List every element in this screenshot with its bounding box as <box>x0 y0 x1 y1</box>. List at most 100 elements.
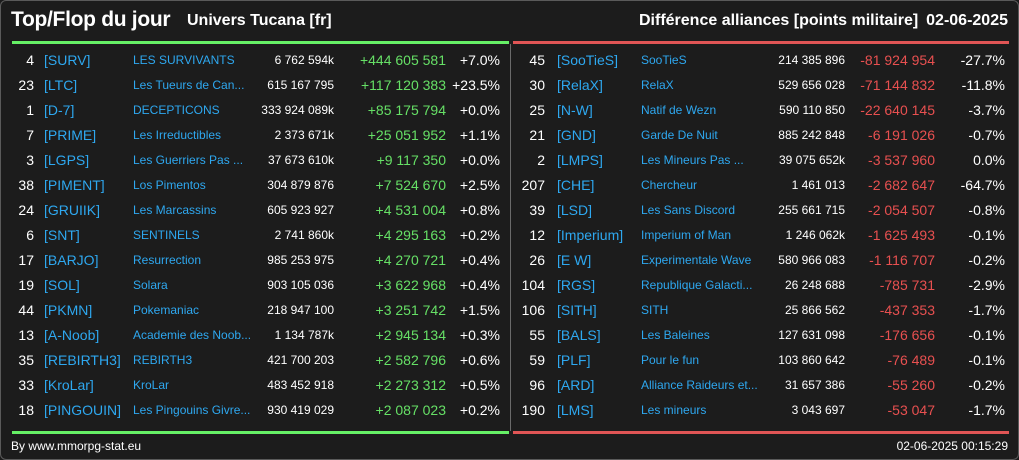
alliance-tag-link[interactable]: [E W] <box>557 252 592 268</box>
alliance-name-link[interactable]: Academie des Noob... <box>133 328 252 342</box>
alliance-name-link[interactable]: DECEPTICONS <box>133 103 220 117</box>
alliance-name-link[interactable]: Republique Galacti... <box>641 278 753 292</box>
difference-value: -6 191 026 <box>868 127 935 143</box>
alliance-tag-link[interactable]: [RGS] <box>557 277 596 293</box>
alliance-tag-link[interactable]: [ARD] <box>557 377 595 393</box>
rank: 45 <box>529 52 545 68</box>
alliance-name-link[interactable]: LES SURVIVANTS <box>133 53 235 67</box>
list-item: 1 [D-7] DECEPTICONS 333 924 089k +85 175… <box>12 98 509 123</box>
percent-change: -27.7% <box>960 52 1005 68</box>
alliance-tag-link[interactable]: [Imperium] <box>557 227 624 243</box>
alliance-name-link[interactable]: RelaX <box>641 78 674 92</box>
alliance-tag-link[interactable]: [PINGOUIN] <box>44 402 122 418</box>
rank: 21 <box>529 127 545 143</box>
alliance-name-link[interactable]: Les Mineurs Pas ... <box>641 153 744 167</box>
rank: 12 <box>529 227 545 243</box>
rank: 104 <box>521 277 545 293</box>
difference-value: +4 270 721 <box>375 252 446 268</box>
alliance-tag-link[interactable]: [GND] <box>557 127 596 143</box>
alliance-name-link[interactable]: SENTINELS <box>133 228 200 242</box>
list-item: 3 [LGPS] Les Guerriers Pas ... 37 673 61… <box>12 148 509 173</box>
alliance-tag-link[interactable]: [LTC] <box>44 77 78 93</box>
difference-value: -71 144 832 <box>860 77 935 93</box>
alliance-name-link[interactable]: Pour le fun <box>641 353 700 367</box>
alliance-tag-link[interactable]: [PKMN] <box>44 302 93 318</box>
difference-value: -785 731 <box>879 277 935 293</box>
difference-value: -3 537 960 <box>868 152 935 168</box>
points-value: 580 966 083 <box>778 253 845 267</box>
alliance-tag-link[interactable]: [CHE] <box>557 177 595 193</box>
list-item: 13 [A-Noob] Academie des Noob... 1 134 7… <box>12 323 509 348</box>
alliance-tag-link[interactable]: [SURV] <box>44 52 91 68</box>
list-item: 25 [N-W] Natif de Wezn 590 110 850 -22 6… <box>513 98 1009 123</box>
alliance-tag-link[interactable]: [D-7] <box>44 102 75 118</box>
alliance-name-link[interactable]: Les Pingouins Givre... <box>133 403 251 417</box>
rank: 59 <box>529 352 545 368</box>
difference-value: -76 489 <box>887 352 935 368</box>
alliance-tag-link[interactable]: [LSD] <box>557 202 593 218</box>
alliance-name-link[interactable]: Resurrection <box>133 253 202 267</box>
rank: 190 <box>521 402 545 418</box>
alliance-tag-link[interactable]: [KroLar] <box>44 377 94 393</box>
alliance-name-link[interactable]: Les Sans Discord <box>641 203 736 217</box>
alliance-name-link[interactable]: KroLar <box>133 378 170 392</box>
alliance-name-link[interactable]: REBIRTH3 <box>133 353 193 367</box>
alliance-name-link[interactable]: Solara <box>133 278 168 292</box>
points-value: 1 461 013 <box>791 178 845 192</box>
list-item: 106 [SITH] SITH 25 866 562 -437 353 -1.7… <box>513 298 1009 323</box>
alliance-name-link[interactable]: SITH <box>641 303 669 317</box>
list-item: 4 [SURV] LES SURVIVANTS 6 762 594k +444 … <box>12 48 509 73</box>
alliance-name-link[interactable]: Alliance Raideurs et... <box>641 378 758 392</box>
alliance-tag-link[interactable]: [BARJO] <box>44 252 99 268</box>
alliance-name-link[interactable]: Los Pimentos <box>133 178 206 192</box>
points-value: 903 105 036 <box>267 278 334 292</box>
alliance-name-link[interactable]: Les Baleines <box>641 328 710 342</box>
alliance-tag-link[interactable]: [SOL] <box>44 277 80 293</box>
points-value: 255 661 715 <box>778 203 845 217</box>
alliance-name-link[interactable]: Les Guerriers Pas ... <box>133 153 244 167</box>
alliance-tag-link[interactable]: [LGPS] <box>44 152 90 168</box>
percent-change: +2.5% <box>459 177 500 193</box>
universe-label: Univers Tucana [fr] <box>187 12 332 29</box>
alliance-tag-link[interactable]: [PIMENT] <box>44 177 105 193</box>
difference-value: +3 622 968 <box>375 277 446 293</box>
alliance-tag-link[interactable]: [SITH] <box>557 302 597 318</box>
alliance-tag-link[interactable]: [SNT] <box>44 227 80 243</box>
rank: 24 <box>18 202 34 218</box>
alliance-tag-link[interactable]: [LMS] <box>557 402 594 418</box>
alliance-tag-link[interactable]: [REBIRTH3] <box>44 352 121 368</box>
list-item: 30 [RelaX] RelaX 529 656 028 -71 144 832… <box>513 73 1009 98</box>
alliance-tag-link[interactable]: [A-Noob] <box>44 327 100 343</box>
alliance-name-link[interactable]: Les Marcassins <box>133 203 217 217</box>
alliance-tag-link[interactable]: [PLF] <box>557 352 591 368</box>
percent-change: -0.7% <box>968 127 1005 143</box>
difference-value: -2 682 647 <box>868 177 935 193</box>
alliance-tag-link[interactable]: [LMPS] <box>557 152 603 168</box>
alliance-name-link[interactable]: Natif de Wezn <box>641 103 717 117</box>
points-value: 2 741 860k <box>274 228 334 242</box>
list-item: 45 [SooTieS] SooTieS 214 385 896 -81 924… <box>513 48 1009 73</box>
difference-value: -1 625 493 <box>868 227 935 243</box>
rank: 23 <box>18 77 34 93</box>
alliance-tag-link[interactable]: [N-W] <box>557 102 593 118</box>
alliance-name-link[interactable]: Les Irreductibles <box>133 128 222 142</box>
alliance-name-link[interactable]: Les Tueurs de Can... <box>133 78 245 92</box>
alliance-tag-link[interactable]: [BALS] <box>557 327 601 343</box>
list-item: 33 [KroLar] KroLar 483 452 918 +2 273 31… <box>12 373 509 398</box>
difference-value: +85 175 794 <box>367 102 446 118</box>
list-item: 44 [PKMN] Pokemaniac 218 947 100 +3 251 … <box>12 298 509 323</box>
alliance-name-link[interactable]: Chercheur <box>641 178 698 192</box>
alliance-name-link[interactable]: Imperium of Man <box>641 228 732 242</box>
alliance-name-link[interactable]: Garde De Nuit <box>641 128 718 142</box>
alliance-tag-link[interactable]: [SooTieS] <box>557 52 618 68</box>
alliance-tag-link[interactable]: [GRUIIK] <box>44 202 101 218</box>
alliance-name-link[interactable]: Les mineurs <box>641 403 707 417</box>
alliance-name-link[interactable]: SooTieS <box>641 53 687 67</box>
alliance-name-link[interactable]: Experimentale Wave <box>641 253 752 267</box>
flop-panel-top-rule <box>513 41 1009 44</box>
alliance-tag-link[interactable]: [RelaX] <box>557 77 603 93</box>
points-value: 26 248 688 <box>784 278 845 292</box>
alliance-tag-link[interactable]: [PRIME] <box>44 127 97 143</box>
alliance-name-link[interactable]: Pokemaniac <box>133 303 200 317</box>
